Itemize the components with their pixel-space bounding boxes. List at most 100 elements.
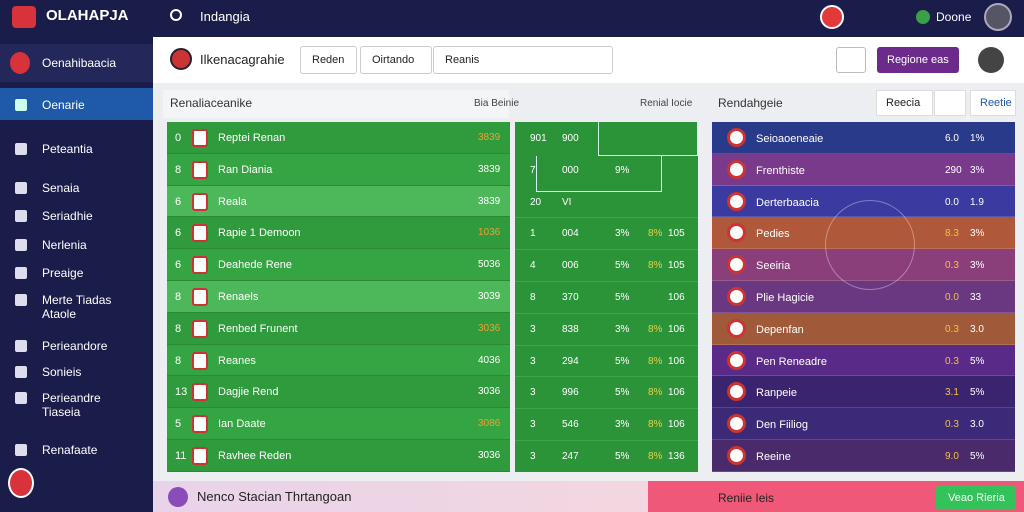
- nav-icon[interactable]: [15, 392, 27, 404]
- middle-cell: 3%: [615, 323, 630, 335]
- team-name: Rapie 1 Demoon: [218, 227, 301, 240]
- stat-b: 3%: [970, 228, 985, 240]
- tab-label[interactable]: Oirtando: [372, 54, 415, 66]
- middle-cell: 3: [530, 355, 536, 367]
- score: 3086: [478, 418, 501, 430]
- right-tab-label[interactable]: Reetie: [980, 97, 1012, 109]
- left-row[interactable]: [167, 312, 510, 345]
- nav-item[interactable]: Seriadhie: [42, 209, 93, 223]
- middle-row: [515, 408, 698, 410]
- middle-panel: [515, 122, 698, 472]
- middle-cell: 546: [562, 419, 579, 431]
- stat-a: 0.0: [945, 196, 959, 208]
- user-name[interactable]: Doone: [936, 10, 972, 24]
- left-row[interactable]: [167, 440, 510, 472]
- nav-item[interactable]: Nerlenia: [42, 238, 87, 252]
- rank: 6: [175, 195, 182, 208]
- middle-cell: 3: [530, 451, 536, 462]
- club-name: Reeine: [756, 451, 791, 463]
- right-row[interactable]: [712, 344, 1015, 377]
- sidebar-badge: [8, 468, 34, 498]
- avatar-small[interactable]: [978, 47, 1004, 73]
- search-icon[interactable]: [170, 9, 182, 21]
- tab-label[interactable]: Reden: [312, 54, 345, 66]
- nav-item[interactable]: Merte Tiadas Ataole: [42, 293, 112, 321]
- club-name: Frenthiste: [756, 164, 805, 177]
- nav-icon[interactable]: [15, 143, 27, 155]
- nav-icon[interactable]: [15, 294, 27, 306]
- nav-icon[interactable]: [15, 340, 27, 352]
- club-badge: [727, 318, 746, 338]
- nav-item[interactable]: Senaia: [42, 181, 80, 195]
- left-row[interactable]: [167, 185, 510, 218]
- stat-a: 0.3: [945, 419, 959, 431]
- rank: 8: [175, 322, 182, 335]
- right-row[interactable]: [712, 312, 1015, 345]
- left-row[interactable]: [167, 217, 510, 250]
- notification[interactable]: [820, 5, 844, 29]
- footer-button[interactable]: [936, 486, 1016, 510]
- left-row[interactable]: [167, 249, 510, 281]
- team-name: Dagjie Rend: [218, 386, 279, 399]
- rank: 8: [175, 291, 182, 303]
- rank: 5: [175, 418, 182, 431]
- score: 5036: [478, 259, 501, 271]
- avatar[interactable]: [984, 3, 1012, 31]
- nav-item[interactable]: Preaige: [42, 266, 84, 280]
- tab-button[interactable]: [300, 46, 357, 74]
- left-row[interactable]: [167, 408, 510, 440]
- team-name: Deahede Rene: [218, 259, 293, 272]
- nav-icon[interactable]: [15, 366, 27, 378]
- right-tab[interactable]: [934, 90, 966, 116]
- stat-b: 5%: [970, 451, 985, 462]
- action-label[interactable]: Regione eas: [887, 54, 949, 66]
- nav-item[interactable]: Sonieis: [42, 365, 82, 379]
- middle-cell: 004: [562, 228, 579, 240]
- middle-cell: 8: [530, 292, 536, 303]
- search-input[interactable]: Indangia: [200, 9, 250, 24]
- right-row[interactable]: [712, 440, 1015, 472]
- right-tab[interactable]: [876, 90, 933, 116]
- footer-message: Nenco Stacian Thrtangoan: [197, 489, 352, 504]
- nav-icon[interactable]: [15, 267, 27, 279]
- nav-icon[interactable]: [15, 210, 27, 222]
- action-button[interactable]: [877, 47, 959, 73]
- nav-icon[interactable]: [15, 444, 27, 456]
- nav-item[interactable]: Peteantia: [42, 142, 93, 156]
- footer-button-label[interactable]: Veao Rieria: [948, 492, 1005, 504]
- nav-icon[interactable]: [15, 239, 27, 251]
- right-tab-label[interactable]: Reecia: [886, 97, 921, 109]
- team-badge: [192, 351, 208, 370]
- nav-icon[interactable]: [15, 182, 27, 194]
- club-name: Seeiria: [756, 260, 791, 273]
- team-name: Renbed Frunent: [218, 322, 298, 335]
- left-row[interactable]: [167, 281, 510, 313]
- middle-cell: 106: [668, 292, 685, 303]
- nav-icon[interactable]: [15, 99, 27, 111]
- tab-button[interactable]: [360, 46, 432, 74]
- score: 3839: [478, 132, 501, 143]
- club-name: Seioaoeneaie: [756, 133, 824, 145]
- left-filter[interactable]: Bia Beinie: [474, 98, 520, 109]
- left-row[interactable]: [167, 153, 510, 186]
- right-row[interactable]: [712, 376, 1015, 409]
- nav-item[interactable]: Perieandre Tiaseia: [42, 391, 101, 419]
- tab-button[interactable]: [433, 46, 613, 74]
- rank: 11: [175, 450, 187, 462]
- nav-item[interactable]: Oenarie: [42, 98, 85, 112]
- status-icon: [916, 10, 930, 24]
- nav-item[interactable]: Perieandore: [42, 339, 108, 353]
- right-tab[interactable]: [970, 90, 1016, 116]
- team-name: Renaels: [218, 291, 259, 303]
- icon-button[interactable]: [836, 47, 866, 73]
- nav-item[interactable]: Renafaate: [42, 443, 98, 457]
- right-row[interactable]: [712, 408, 1015, 440]
- right-row[interactable]: [712, 122, 1015, 154]
- club-name: Den Fiiliog: [756, 419, 808, 432]
- stat-b: 5%: [970, 387, 985, 399]
- left-row[interactable]: [167, 122, 510, 154]
- tab-label[interactable]: Reanis: [445, 54, 480, 66]
- left-row[interactable]: [167, 376, 510, 409]
- left-row[interactable]: [167, 344, 510, 377]
- right-row[interactable]: [712, 153, 1015, 186]
